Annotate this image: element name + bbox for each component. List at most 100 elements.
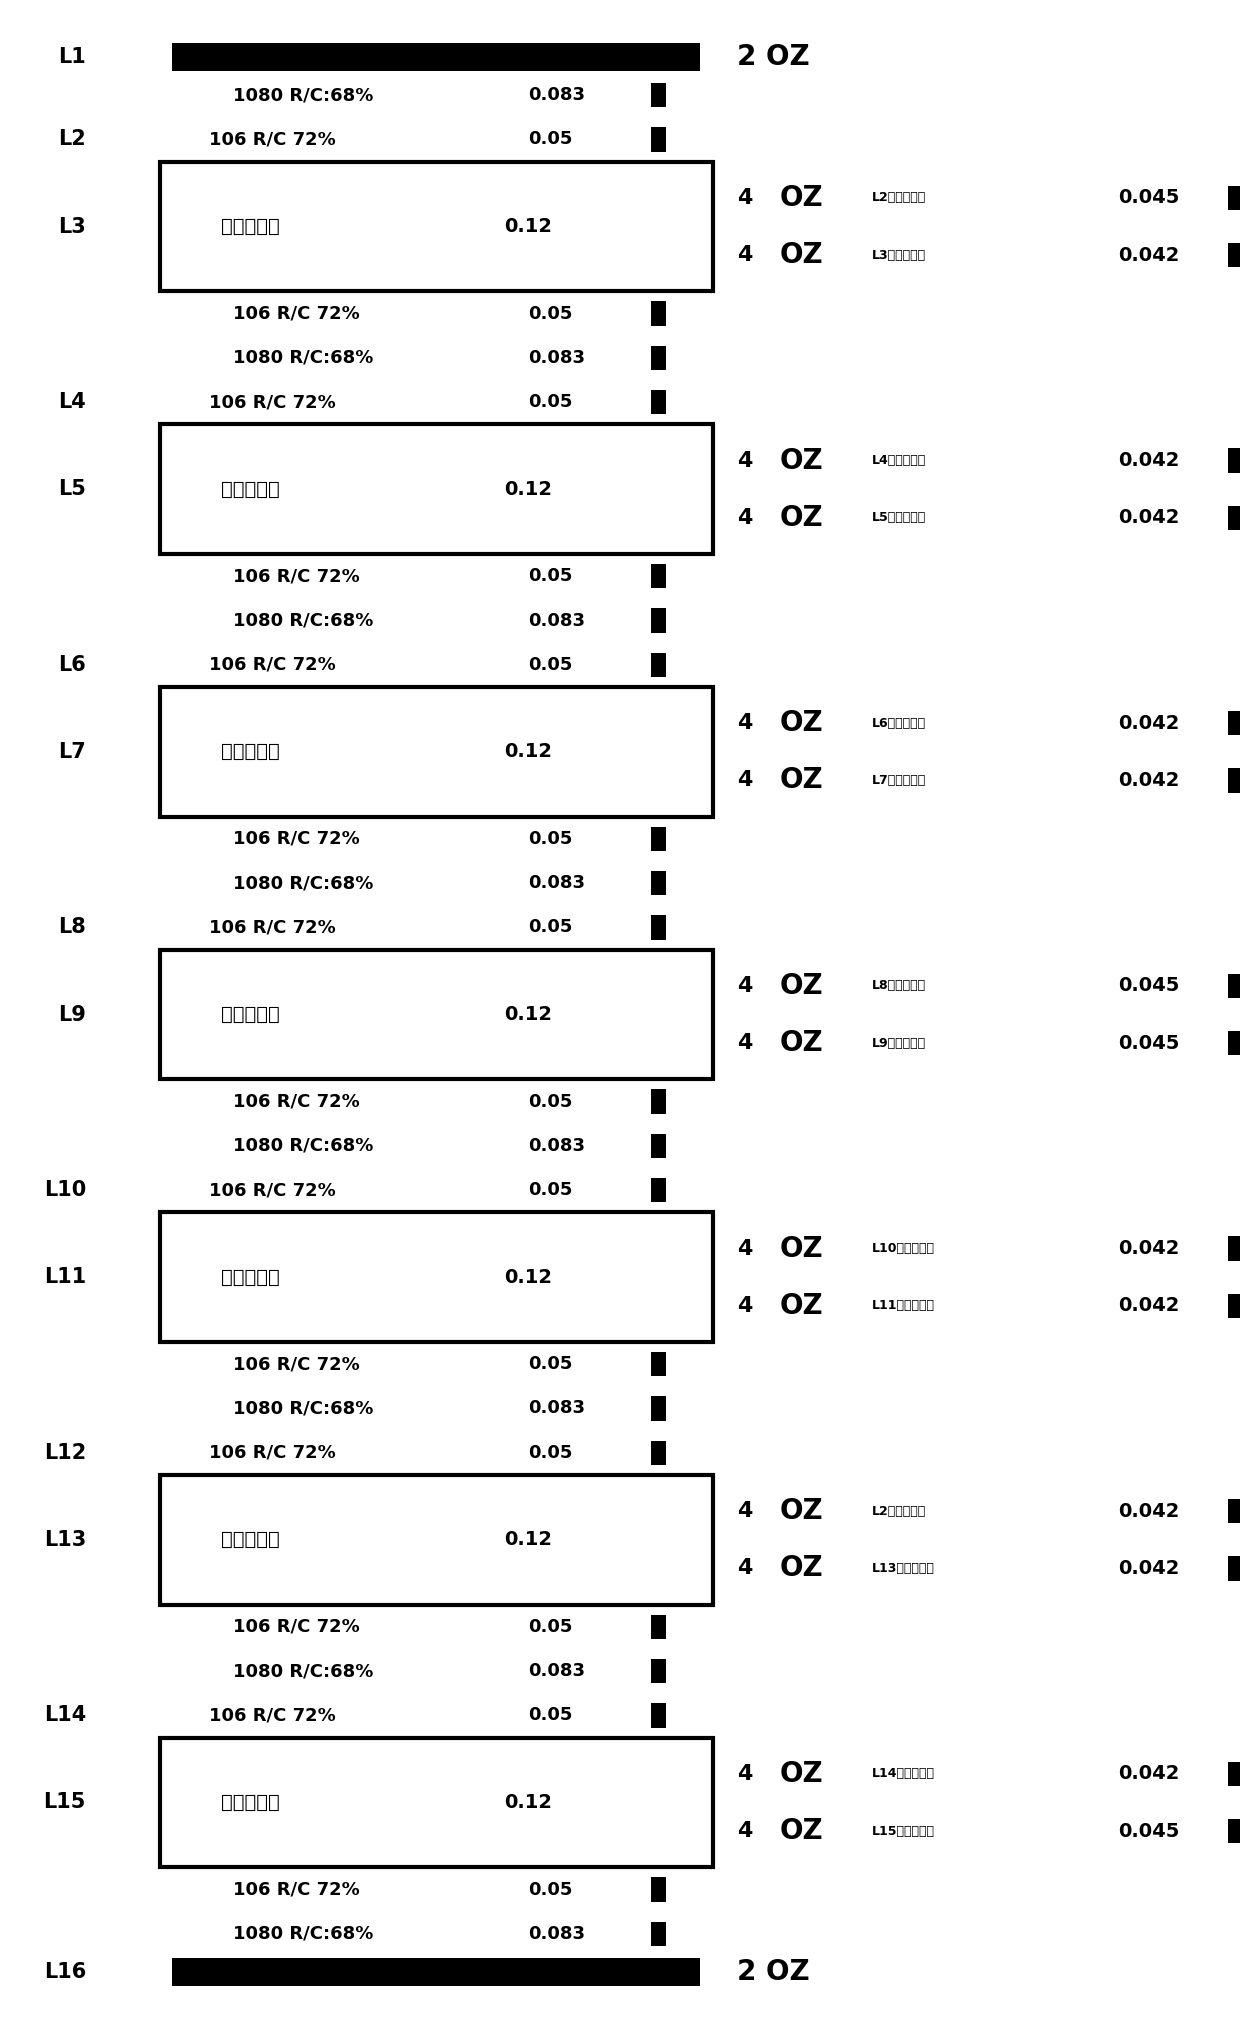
Bar <box>651 1921 666 1946</box>
Text: 0.05: 0.05 <box>528 1181 573 1199</box>
Text: 0.083: 0.083 <box>528 85 585 103</box>
Bar <box>651 1090 666 1114</box>
Bar <box>651 1660 666 1684</box>
Text: 0.083: 0.083 <box>528 1136 585 1155</box>
Text: L7层填胶量：: L7层填胶量： <box>872 773 926 787</box>
Text: 106 R/C 72%: 106 R/C 72% <box>233 830 360 848</box>
Text: 0.05: 0.05 <box>528 1881 573 1899</box>
Text: OZ: OZ <box>780 1497 823 1526</box>
Text: 0.05: 0.05 <box>528 304 573 323</box>
Text: 0.042: 0.042 <box>1118 1240 1179 1258</box>
Text: 1080 R/C:68%: 1080 R/C:68% <box>233 85 373 103</box>
Bar <box>651 826 666 850</box>
Text: 106 R/C 72%: 106 R/C 72% <box>208 1181 336 1199</box>
Text: 1080 R/C:68%: 1080 R/C:68% <box>233 1400 373 1418</box>
Text: L6层填胶量：: L6层填胶量： <box>872 716 926 730</box>
Text: 0.045: 0.045 <box>1118 1822 1179 1840</box>
Text: 0.045: 0.045 <box>1118 189 1179 207</box>
Bar <box>651 302 666 327</box>
Text: 1080 R/C:68%: 1080 R/C:68% <box>233 349 373 367</box>
Text: 0.042: 0.042 <box>1118 1558 1179 1579</box>
Text: 0.083: 0.083 <box>528 611 585 629</box>
Text: 1080 R/C:68%: 1080 R/C:68% <box>233 611 373 629</box>
Text: 0.083: 0.083 <box>528 349 585 367</box>
Text: 0.05: 0.05 <box>528 394 573 412</box>
Text: 0.05: 0.05 <box>528 1445 573 1461</box>
Text: L14层填胶量：: L14层填胶量： <box>872 1767 935 1779</box>
Bar <box>651 345 666 369</box>
Text: 4: 4 <box>737 189 753 207</box>
Text: OZ: OZ <box>780 1234 823 1262</box>
Text: L9: L9 <box>58 1004 86 1025</box>
Text: 106 R/C 72%: 106 R/C 72% <box>208 655 336 674</box>
Bar <box>1229 1295 1240 1319</box>
Text: 4: 4 <box>737 1558 753 1579</box>
Text: OZ: OZ <box>780 1292 823 1319</box>
Text: 4: 4 <box>737 246 753 266</box>
Text: OZ: OZ <box>780 767 823 795</box>
Text: L2层填胶量：: L2层填胶量： <box>872 1506 926 1518</box>
Text: 0.083: 0.083 <box>528 874 585 893</box>
Text: 1080 R/C:68%: 1080 R/C:68% <box>233 1926 373 1944</box>
Text: 0.042: 0.042 <box>1118 246 1179 264</box>
Text: OZ: OZ <box>780 1029 823 1057</box>
Bar <box>651 83 666 108</box>
Text: 0.042: 0.042 <box>1118 1501 1179 1522</box>
Text: 0.05: 0.05 <box>528 655 573 674</box>
Bar <box>1229 187 1240 211</box>
FancyBboxPatch shape <box>160 1475 713 1605</box>
Bar <box>1229 1818 1240 1842</box>
FancyBboxPatch shape <box>172 43 701 71</box>
FancyBboxPatch shape <box>160 1211 713 1341</box>
Text: L15: L15 <box>43 1792 86 1812</box>
Text: 0.05: 0.05 <box>528 1617 573 1635</box>
Text: OZ: OZ <box>780 1818 823 1844</box>
FancyBboxPatch shape <box>160 950 713 1079</box>
Text: 106 R/C 72%: 106 R/C 72% <box>208 1445 336 1461</box>
Bar <box>651 564 666 588</box>
Text: 0.042: 0.042 <box>1118 1297 1179 1315</box>
Text: 4: 4 <box>737 1238 753 1258</box>
Bar <box>651 1615 666 1639</box>
Text: 0.12: 0.12 <box>503 217 552 235</box>
Text: OZ: OZ <box>780 241 823 270</box>
Text: 4: 4 <box>737 1822 753 1840</box>
Text: 0.083: 0.083 <box>528 1926 585 1944</box>
Text: L3: L3 <box>58 217 86 237</box>
Text: OZ: OZ <box>780 185 823 211</box>
Text: L11: L11 <box>43 1268 86 1286</box>
Text: 4: 4 <box>737 507 753 528</box>
Text: L3层填胶量：: L3层填胶量： <box>872 250 926 262</box>
Text: 4: 4 <box>737 1297 753 1315</box>
Bar <box>651 1179 666 1203</box>
Bar <box>1229 1236 1240 1260</box>
Text: L12: L12 <box>43 1443 86 1463</box>
Text: 2 OZ: 2 OZ <box>737 43 810 71</box>
FancyBboxPatch shape <box>160 424 713 554</box>
Text: OZ: OZ <box>780 1554 823 1583</box>
Text: L6: L6 <box>58 655 86 676</box>
Text: 106 R/C 72%: 106 R/C 72% <box>208 1706 336 1725</box>
Text: 0.083: 0.083 <box>528 1662 585 1680</box>
Text: 106 R/C 72%: 106 R/C 72% <box>208 394 336 412</box>
Bar <box>651 609 666 633</box>
Text: L2: L2 <box>58 130 86 150</box>
Text: L13层填胶量：: L13层填胶量： <box>872 1562 935 1575</box>
Text: 4: 4 <box>737 1033 753 1053</box>
Text: L10层填胶量：: L10层填胶量： <box>872 1242 935 1256</box>
Bar <box>651 915 666 939</box>
Bar <box>651 870 666 895</box>
Text: 106 R/C 72%: 106 R/C 72% <box>233 1881 360 1899</box>
Text: 4: 4 <box>737 1501 753 1522</box>
Text: 基板不含铜: 基板不含铜 <box>221 479 280 499</box>
Bar <box>651 1351 666 1376</box>
Text: 2 OZ: 2 OZ <box>737 1958 810 1986</box>
Text: 106 R/C 72%: 106 R/C 72% <box>208 130 336 148</box>
Bar <box>1229 1031 1240 1055</box>
Text: 0.042: 0.042 <box>1118 450 1179 471</box>
Text: OZ: OZ <box>780 446 823 475</box>
Bar <box>1229 448 1240 473</box>
Text: 0.05: 0.05 <box>528 1706 573 1725</box>
Text: L13: L13 <box>43 1530 86 1550</box>
Text: L16: L16 <box>43 1962 86 1982</box>
